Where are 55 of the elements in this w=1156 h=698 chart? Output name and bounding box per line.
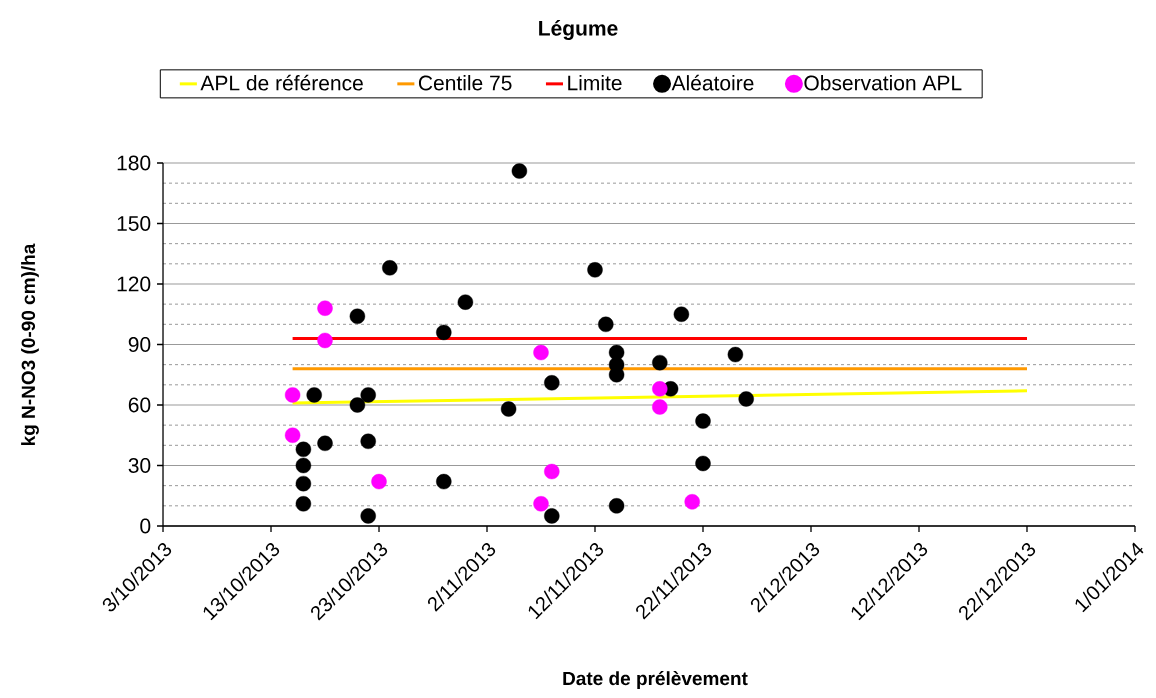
- point: [349, 308, 366, 324]
- point: [695, 413, 711, 429]
- y-axis-title: kg N-NO3 (0-90 cm)/ha: [21, 243, 39, 446]
- point: [533, 496, 549, 512]
- point: [317, 435, 333, 451]
- point: [436, 324, 452, 341]
- point: [608, 367, 625, 383]
- point: [284, 427, 301, 443]
- point: [598, 316, 614, 333]
- y-tick-label: 150: [117, 216, 151, 231]
- legend-label: APL de référence: [200, 74, 363, 91]
- point: [652, 381, 668, 397]
- point: [349, 397, 366, 413]
- point: [511, 163, 528, 179]
- point: [306, 387, 322, 403]
- point: [360, 433, 376, 449]
- point: [360, 508, 376, 524]
- chart-title: Légume: [539, 20, 618, 40]
- point: [695, 455, 711, 472]
- point: [608, 498, 625, 514]
- legend-label: Limite: [568, 74, 622, 91]
- y-tick-label: 180: [117, 155, 151, 171]
- legend-label: Aléatoire: [671, 74, 754, 91]
- point: [587, 262, 603, 278]
- point: [738, 391, 754, 407]
- point: [371, 473, 387, 490]
- point: [295, 457, 312, 474]
- y-tick-label: 90: [128, 337, 151, 352]
- point: [295, 441, 312, 458]
- point: [382, 260, 398, 276]
- point: [684, 494, 700, 510]
- point: [544, 375, 560, 391]
- legend-label: Observation APL: [804, 74, 962, 91]
- point: [436, 473, 452, 490]
- y-tick-label: 120: [117, 276, 151, 292]
- point: [544, 508, 560, 524]
- point: [544, 463, 560, 480]
- point: [673, 306, 690, 322]
- point: [295, 475, 312, 492]
- point: [317, 300, 333, 316]
- y-tick-label: 60: [128, 397, 151, 413]
- point: [500, 401, 517, 417]
- point: [457, 294, 474, 310]
- point: [533, 344, 549, 361]
- legend-label: Centile 75: [418, 74, 512, 91]
- x-axis-title: Date de prélèvement: [563, 671, 748, 689]
- point: [360, 387, 376, 403]
- point: [652, 399, 668, 415]
- point: [727, 346, 744, 363]
- point: [284, 387, 301, 403]
- point: [317, 332, 333, 349]
- y-tick-label: 30: [128, 458, 151, 473]
- point: [295, 496, 312, 512]
- point: [652, 354, 668, 371]
- y-tick-label: 0: [140, 518, 151, 534]
